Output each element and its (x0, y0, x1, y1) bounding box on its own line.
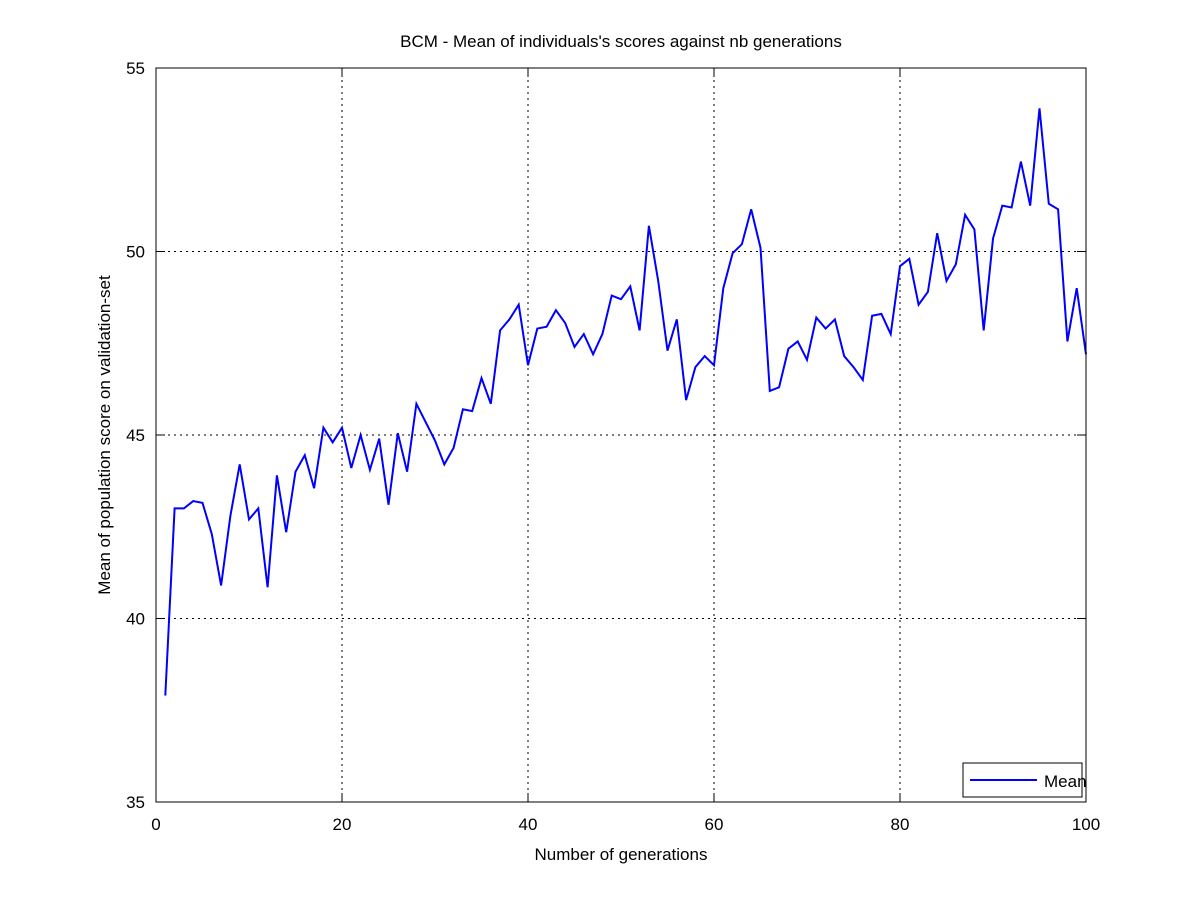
y-axis-label: Mean of population score on validation-s… (95, 275, 114, 595)
series-line-mean (164, 108, 1087, 696)
chart-title: BCM - Mean of individuals's scores again… (400, 32, 842, 51)
x-tick-label: 60 (705, 815, 724, 834)
x-tick-label: 20 (333, 815, 352, 834)
x-tick-label: 40 (519, 815, 538, 834)
tick-labels: 0 20 40 60 80 100 35 40 45 50 55 (126, 59, 1100, 834)
legend-label-mean: Mean (1044, 772, 1087, 791)
y-tick-label: 50 (126, 243, 145, 262)
y-tick-label: 55 (126, 59, 145, 78)
x-tick-label: 0 (151, 815, 160, 834)
series-layer (164, 108, 1087, 696)
y-tick-label: 35 (126, 793, 145, 812)
grid-lines (156, 68, 1086, 802)
x-axis-label: Number of generations (535, 845, 708, 864)
y-tick-label: 45 (126, 426, 145, 445)
y-tick-label: 40 (126, 610, 145, 629)
x-tick-label: 100 (1072, 815, 1100, 834)
legend: Mean (962, 762, 1087, 798)
plot-frame (155, 67, 1087, 803)
x-tick-label: 80 (891, 815, 910, 834)
